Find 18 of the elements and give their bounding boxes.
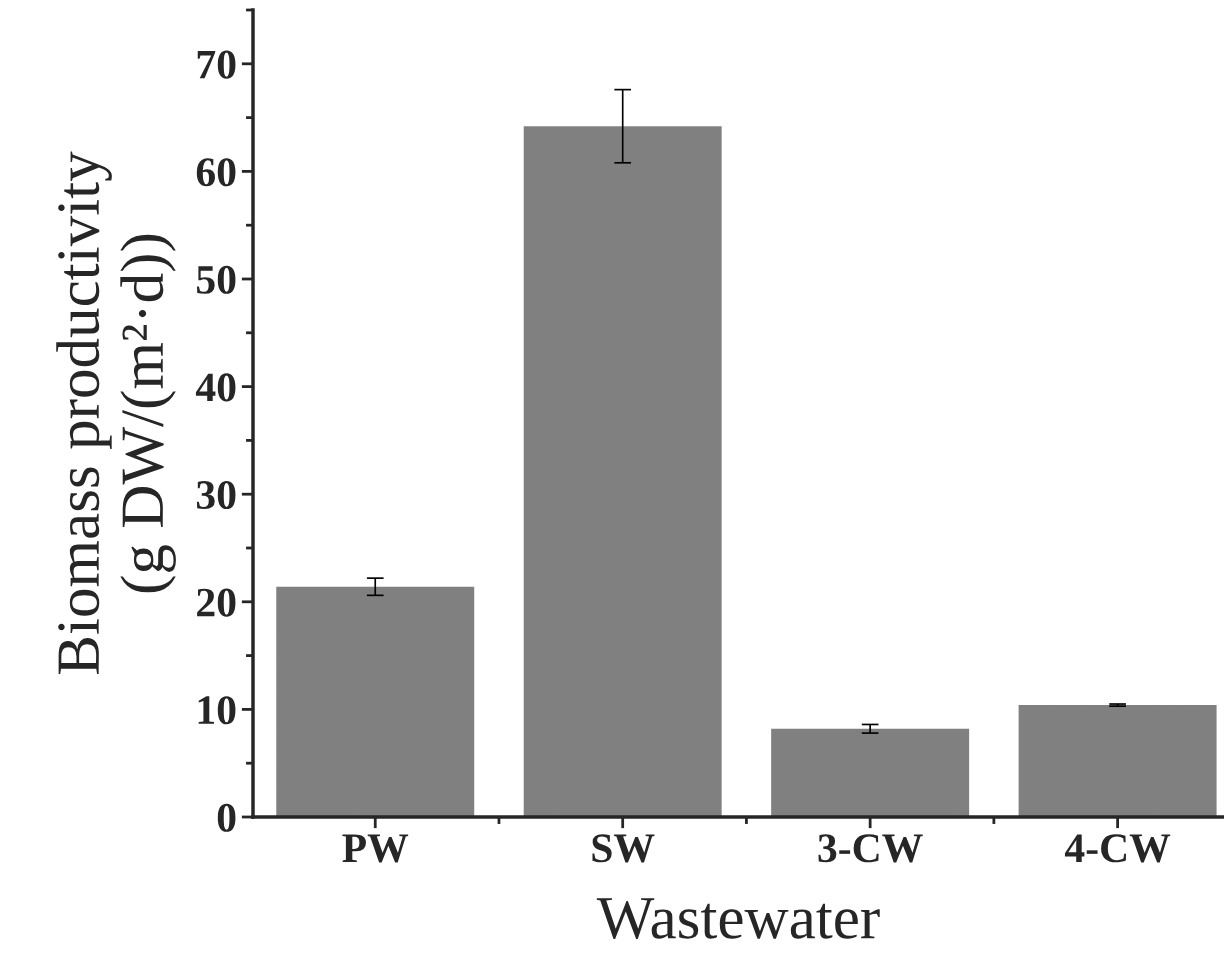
y-tick-label: 30 <box>196 480 236 510</box>
y-tick-label: 50 <box>197 265 236 294</box>
y-tick-label: 20 <box>197 588 236 617</box>
x-tick-label: SW <box>592 834 655 863</box>
y-tick-label: 10 <box>198 696 236 725</box>
y-tick-label: 70 <box>197 50 236 79</box>
y-tick-label: 40 <box>195 373 236 402</box>
bar <box>523 126 722 817</box>
x-axis-title: Wastewater <box>596 898 880 940</box>
x-tick-label: 4-CW <box>1064 834 1171 863</box>
x-tick-label: 3-CW <box>818 834 923 863</box>
bar <box>276 586 475 817</box>
y-axis-title: Biomass productivity (g DW/(m²·d)) <box>56 151 176 675</box>
bar <box>771 728 970 817</box>
x-tick-label: PW <box>342 834 409 863</box>
y-tick-label: 60 <box>196 158 236 187</box>
y-tick-label: 0 <box>217 803 236 832</box>
bar <box>1018 705 1217 817</box>
